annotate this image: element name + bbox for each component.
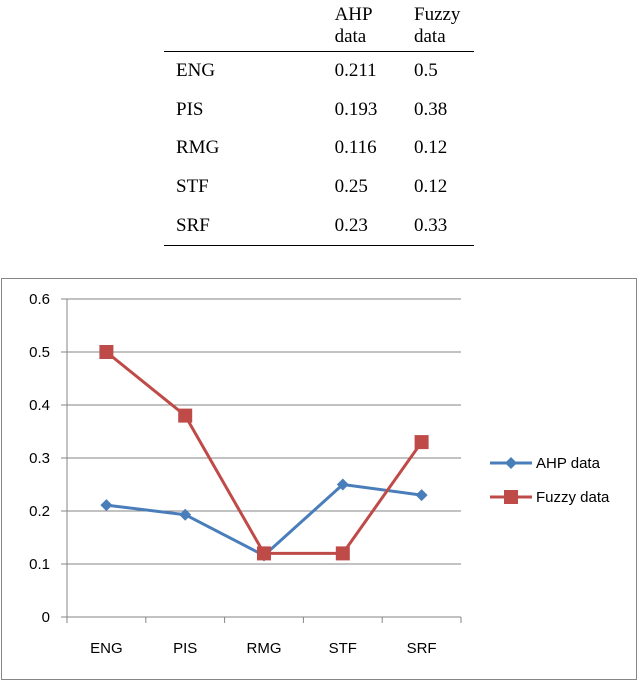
data-point <box>178 408 193 423</box>
y-tick-label: 0.4 <box>29 397 50 414</box>
legend-label: Fuzzy data <box>536 489 610 506</box>
data-point <box>415 489 428 502</box>
row-label: PIS <box>176 98 204 120</box>
table-row: RMG 0.116 0.12 <box>164 129 474 168</box>
y-tick-label: 0 <box>42 609 50 626</box>
legend-marker <box>505 457 517 469</box>
series-line <box>105 350 423 555</box>
row-ahp-value: 0.193 <box>334 98 378 120</box>
data-point <box>257 546 271 561</box>
table-row: SRF 0.23 0.33 <box>164 206 474 246</box>
row-ahp-value: 0.23 <box>334 214 368 236</box>
table-row: ENG 0.211 0.5 <box>164 52 474 91</box>
y-tick-label: 0.3 <box>29 450 50 467</box>
table-header-row: AHP data Fuzzy data <box>164 0 474 52</box>
row-fuzzy-value: 0.38 <box>414 98 448 120</box>
series-line <box>106 483 422 558</box>
table-header-fuzzy: Fuzzy data <box>408 0 474 52</box>
x-tick-label: PIS <box>173 640 197 657</box>
table-row: STF 0.25 0.12 <box>164 168 474 207</box>
row-label: SRF <box>176 214 210 236</box>
x-tick-label: RMG <box>247 640 282 657</box>
legend-marker <box>504 490 518 504</box>
row-ahp-value: 0.116 <box>334 137 377 159</box>
data-point <box>100 499 113 512</box>
data-point <box>179 508 192 521</box>
row-ahp-value: 0.25 <box>334 176 368 198</box>
table-header-fuzzy-label: Fuzzy data <box>414 4 461 47</box>
table-row: PIS 0.193 0.38 <box>164 91 474 130</box>
data-table: AHP data Fuzzy data ENG 0.211 0.5 PIS 0.… <box>164 0 474 246</box>
table-header-ahp-label: AHP data <box>334 4 372 47</box>
row-fuzzy-value: 0.33 <box>414 214 448 236</box>
legend-label: AHP data <box>536 455 601 472</box>
data-point <box>336 478 349 491</box>
y-tick-label: 0.2 <box>29 503 50 520</box>
data-point <box>414 435 429 450</box>
row-fuzzy-value: 0.12 <box>414 137 448 159</box>
row-label: RMG <box>176 137 220 159</box>
row-label: ENG <box>176 60 216 82</box>
data-point <box>99 345 114 359</box>
table-header-ahp: AHP data <box>329 0 408 52</box>
y-tick-label: 0.1 <box>29 556 50 573</box>
x-tick-label: STF <box>329 640 357 657</box>
row-fuzzy-value: 0.12 <box>414 176 448 198</box>
x-tick-label: SRF <box>407 640 437 657</box>
y-tick-label: 0.6 <box>29 291 50 308</box>
row-ahp-value: 0.211 <box>334 60 377 82</box>
row-fuzzy-value: 0.5 <box>414 60 438 82</box>
row-label: STF <box>176 176 209 198</box>
data-point <box>335 546 350 561</box>
x-tick-label: ENG <box>90 640 123 657</box>
y-tick-label: 0.5 <box>29 344 50 361</box>
